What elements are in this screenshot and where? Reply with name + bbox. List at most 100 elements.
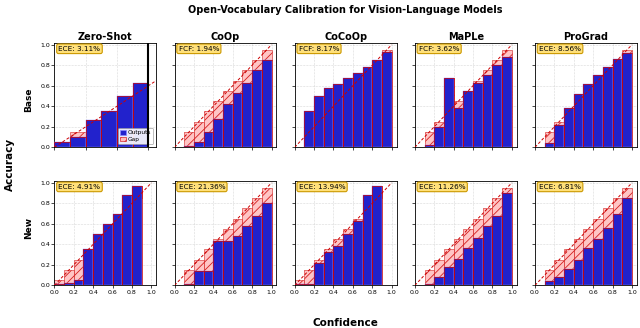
Bar xyxy=(294,284,305,285)
Bar xyxy=(204,132,213,147)
Bar xyxy=(454,259,463,285)
Bar xyxy=(444,77,454,112)
Bar xyxy=(70,132,86,137)
Bar xyxy=(363,195,372,285)
Text: Base: Base xyxy=(24,88,33,112)
Bar xyxy=(622,198,632,285)
Bar xyxy=(612,214,622,285)
Bar xyxy=(184,146,194,147)
Bar xyxy=(554,277,564,285)
Bar xyxy=(194,271,204,285)
Bar xyxy=(593,75,603,147)
Bar xyxy=(252,215,262,285)
Bar xyxy=(305,112,314,147)
Bar xyxy=(252,215,262,285)
Bar xyxy=(564,250,574,269)
Bar xyxy=(574,260,584,285)
Bar xyxy=(233,93,243,147)
Bar xyxy=(584,248,593,285)
Bar xyxy=(233,81,243,93)
Bar xyxy=(483,226,492,285)
Bar xyxy=(305,270,314,284)
Bar xyxy=(54,284,64,285)
Bar xyxy=(194,122,204,142)
Bar xyxy=(223,229,233,241)
Bar xyxy=(424,270,434,284)
Text: Confidence: Confidence xyxy=(313,318,378,328)
Bar xyxy=(564,108,574,147)
Bar xyxy=(603,228,612,285)
Bar xyxy=(382,52,392,147)
Text: FCF: 8.17%: FCF: 8.17% xyxy=(299,46,339,52)
Bar xyxy=(132,186,141,198)
Bar xyxy=(424,284,434,285)
Bar xyxy=(54,142,70,147)
Bar xyxy=(262,203,271,285)
Bar xyxy=(252,70,262,147)
Text: ECE: 4.91%: ECE: 4.91% xyxy=(58,184,100,190)
Bar xyxy=(113,214,122,219)
Bar xyxy=(324,250,333,252)
Bar xyxy=(343,234,353,285)
Bar xyxy=(483,70,492,75)
Bar xyxy=(444,250,454,267)
Bar xyxy=(545,143,554,147)
Legend: Outputs, Gap: Outputs, Gap xyxy=(118,128,154,144)
Bar xyxy=(372,60,382,147)
Text: ECE: 13.94%: ECE: 13.94% xyxy=(299,184,346,190)
Text: FCF: 1.94%: FCF: 1.94% xyxy=(179,46,219,52)
Title: Zero-Shot: Zero-Shot xyxy=(78,32,132,42)
Bar xyxy=(502,50,512,57)
Bar xyxy=(502,193,512,285)
Bar xyxy=(343,77,353,147)
Bar xyxy=(117,96,132,147)
Bar xyxy=(454,108,463,147)
Bar xyxy=(333,84,343,147)
Bar xyxy=(132,83,148,147)
Bar xyxy=(353,221,363,285)
Bar xyxy=(622,53,632,147)
Bar xyxy=(103,224,113,285)
Bar xyxy=(117,96,132,101)
Bar xyxy=(593,239,603,285)
Bar xyxy=(363,195,372,285)
Bar xyxy=(243,208,252,226)
Bar xyxy=(603,228,612,285)
Bar xyxy=(483,75,492,147)
Bar xyxy=(483,208,492,226)
Bar xyxy=(243,226,252,285)
Bar xyxy=(454,239,463,259)
Bar xyxy=(314,96,324,147)
Bar xyxy=(70,137,86,147)
Bar xyxy=(122,195,132,285)
Bar xyxy=(574,260,584,285)
Bar xyxy=(554,122,564,125)
Bar xyxy=(54,142,70,147)
Bar xyxy=(83,250,93,285)
Bar xyxy=(483,226,492,285)
Bar xyxy=(132,186,141,285)
Bar xyxy=(305,284,314,285)
Bar xyxy=(444,267,454,285)
Bar xyxy=(314,260,324,263)
Bar xyxy=(305,112,314,132)
Bar xyxy=(622,50,632,53)
Bar xyxy=(492,215,502,285)
Bar xyxy=(64,283,74,285)
Bar xyxy=(343,77,353,91)
Bar xyxy=(113,214,122,285)
Bar xyxy=(305,284,314,285)
Bar xyxy=(353,73,363,81)
Bar xyxy=(233,236,243,285)
Bar xyxy=(262,60,271,147)
Bar xyxy=(70,137,86,147)
Bar xyxy=(564,269,574,285)
Bar xyxy=(262,188,271,203)
Bar xyxy=(74,260,83,280)
Bar xyxy=(93,234,103,285)
Bar xyxy=(584,84,593,147)
Bar xyxy=(554,260,564,277)
Bar xyxy=(593,75,603,147)
Bar xyxy=(593,75,603,81)
Bar xyxy=(213,118,223,147)
